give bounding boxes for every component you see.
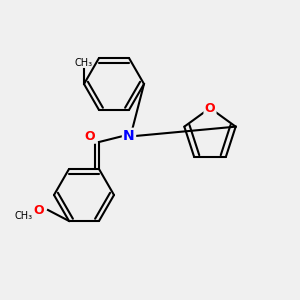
Text: O: O [205, 101, 215, 115]
Text: CH₃: CH₃ [75, 58, 93, 68]
Text: N: N [123, 129, 135, 143]
Text: CH₃: CH₃ [15, 211, 33, 221]
Text: O: O [34, 203, 44, 217]
Text: O: O [85, 130, 95, 142]
